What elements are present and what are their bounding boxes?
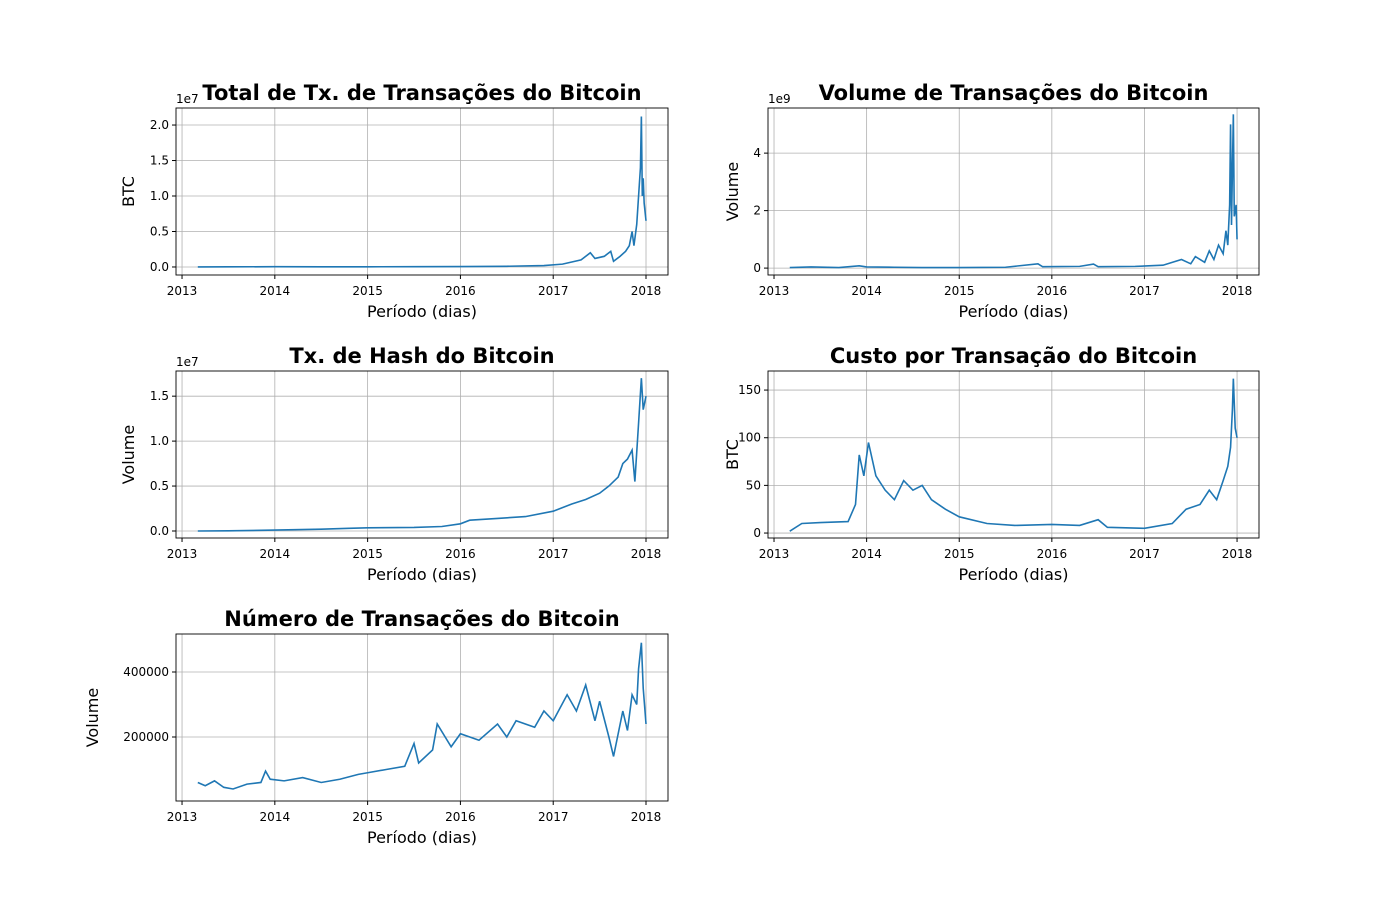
x-tick-label: 2018 <box>1222 284 1253 298</box>
x-tick-label: 2017 <box>1129 547 1160 561</box>
x-tick-label: 2013 <box>167 284 198 298</box>
x-tick-label: 2013 <box>167 547 198 561</box>
x-tick-label: 2013 <box>167 810 198 824</box>
data-line <box>197 116 647 268</box>
y-tick-label: 150 <box>738 383 761 397</box>
y-tick-label: 0.5 <box>150 224 169 238</box>
axes-frame <box>175 107 669 276</box>
axes-frame <box>175 633 669 802</box>
axes-frame <box>767 107 1260 276</box>
x-axis-label: Período (dias) <box>959 302 1069 321</box>
y-axis-label: Volume <box>119 425 138 485</box>
y-tick-label: 0.0 <box>150 260 169 274</box>
y-tick-label: 0 <box>753 261 761 275</box>
x-tick-label: 2014 <box>851 547 882 561</box>
x-tick-label: 2015 <box>944 547 975 561</box>
x-tick-label: 2018 <box>631 284 662 298</box>
y-tick-label: 200000 <box>123 730 169 744</box>
x-tick-label: 2014 <box>851 284 882 298</box>
y-tick-label: 2.0 <box>150 118 169 132</box>
x-tick-label: 2018 <box>1222 547 1253 561</box>
x-tick-label: 2013 <box>759 547 790 561</box>
data-line <box>789 378 1238 532</box>
chart-title: Volume de Transações do Bitcoin <box>819 81 1209 105</box>
x-tick-label: 2017 <box>538 810 569 824</box>
y-axis-label: Volume <box>723 162 742 222</box>
y-axis-label: BTC <box>119 176 138 207</box>
axes-frame <box>767 370 1260 539</box>
y-offset-label: 1e7 <box>176 355 199 369</box>
x-tick-label: 2016 <box>1037 284 1068 298</box>
x-tick-label: 2016 <box>445 284 476 298</box>
y-tick-label: 1.0 <box>150 189 169 203</box>
x-tick-label: 2017 <box>1129 284 1160 298</box>
data-line <box>197 378 647 532</box>
x-tick-label: 2015 <box>352 547 383 561</box>
y-offset-label: 1e7 <box>176 92 199 106</box>
x-tick-label: 2015 <box>944 284 975 298</box>
x-tick-label: 2016 <box>445 810 476 824</box>
x-tick-label: 2017 <box>538 284 569 298</box>
y-tick-label: 0.0 <box>150 524 169 538</box>
chart-title: Custo por Transação do Bitcoin <box>830 344 1197 368</box>
data-line <box>789 114 1238 269</box>
x-tick-label: 2017 <box>538 547 569 561</box>
x-tick-label: 2016 <box>445 547 476 561</box>
x-tick-label: 2014 <box>260 810 291 824</box>
y-axis-label: BTC <box>723 439 742 470</box>
x-tick-label: 2015 <box>352 810 383 824</box>
x-axis-label: Período (dias) <box>367 302 477 321</box>
x-tick-label: 2014 <box>260 547 291 561</box>
x-tick-label: 2015 <box>352 284 383 298</box>
y-tick-label: 1.5 <box>150 389 169 403</box>
chart-title: Número de Transações do Bitcoin <box>224 607 619 631</box>
y-tick-label: 0.5 <box>150 479 169 493</box>
axes-frame <box>175 370 669 539</box>
y-tick-label: 0 <box>753 526 761 540</box>
y-axis-label: Volume <box>83 688 102 748</box>
x-axis-label: Período (dias) <box>367 565 477 584</box>
x-tick-label: 2016 <box>1037 547 1068 561</box>
x-tick-label: 2018 <box>631 810 662 824</box>
y-offset-label: 1e9 <box>768 92 791 106</box>
y-tick-label: 100 <box>738 431 761 445</box>
y-tick-label: 4 <box>753 146 761 160</box>
x-tick-label: 2013 <box>759 284 790 298</box>
y-tick-label: 400000 <box>123 665 169 679</box>
data-line <box>197 642 647 790</box>
y-tick-label: 50 <box>746 478 761 492</box>
y-tick-label: 2 <box>753 204 761 218</box>
chart-title: Tx. de Hash do Bitcoin <box>289 344 554 368</box>
x-tick-label: 2018 <box>631 547 662 561</box>
x-axis-label: Período (dias) <box>959 565 1069 584</box>
y-tick-label: 1.5 <box>150 154 169 168</box>
chart-title: Total de Tx. de Transações do Bitcoin <box>202 81 641 105</box>
x-axis-label: Período (dias) <box>367 828 477 847</box>
y-tick-label: 1.0 <box>150 434 169 448</box>
x-tick-label: 2014 <box>260 284 291 298</box>
